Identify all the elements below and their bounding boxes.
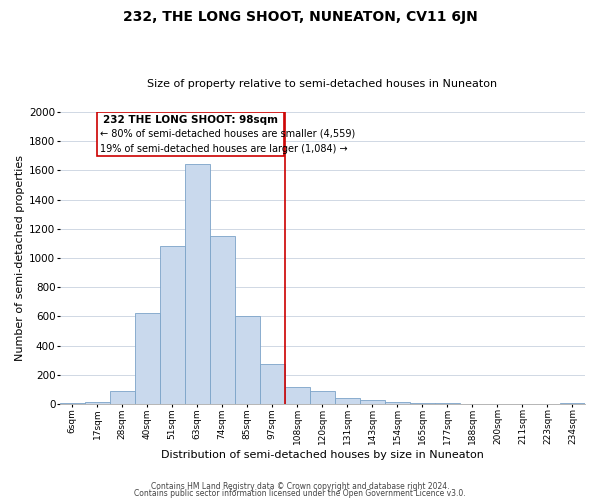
Bar	[59, 403, 85, 404]
Bar	[310, 392, 335, 404]
Bar	[235, 316, 260, 404]
Text: 232 THE LONG SHOOT: 98sqm: 232 THE LONG SHOOT: 98sqm	[103, 115, 278, 125]
Bar	[185, 164, 210, 404]
FancyBboxPatch shape	[97, 112, 284, 156]
Text: ← 80% of semi-detached houses are smaller (4,559): ← 80% of semi-detached houses are smalle…	[100, 128, 355, 138]
Text: Contains HM Land Registry data © Crown copyright and database right 2024.: Contains HM Land Registry data © Crown c…	[151, 482, 449, 491]
Bar	[560, 403, 585, 404]
Y-axis label: Number of semi-detached properties: Number of semi-detached properties	[15, 155, 25, 361]
Bar	[85, 402, 110, 404]
Bar	[360, 400, 385, 404]
Text: 19% of semi-detached houses are larger (1,084) →: 19% of semi-detached houses are larger (…	[100, 144, 347, 154]
Text: 232, THE LONG SHOOT, NUNEATON, CV11 6JN: 232, THE LONG SHOOT, NUNEATON, CV11 6JN	[122, 10, 478, 24]
Bar	[134, 314, 160, 404]
Bar	[335, 398, 360, 404]
Bar	[285, 387, 310, 404]
Text: Contains public sector information licensed under the Open Government Licence v3: Contains public sector information licen…	[134, 490, 466, 498]
Bar	[160, 246, 185, 404]
Bar	[110, 392, 134, 404]
Bar	[260, 364, 285, 404]
X-axis label: Distribution of semi-detached houses by size in Nuneaton: Distribution of semi-detached houses by …	[161, 450, 484, 460]
Bar	[210, 236, 235, 404]
Bar	[385, 402, 410, 404]
Title: Size of property relative to semi-detached houses in Nuneaton: Size of property relative to semi-detach…	[147, 79, 497, 89]
Bar	[410, 403, 435, 404]
